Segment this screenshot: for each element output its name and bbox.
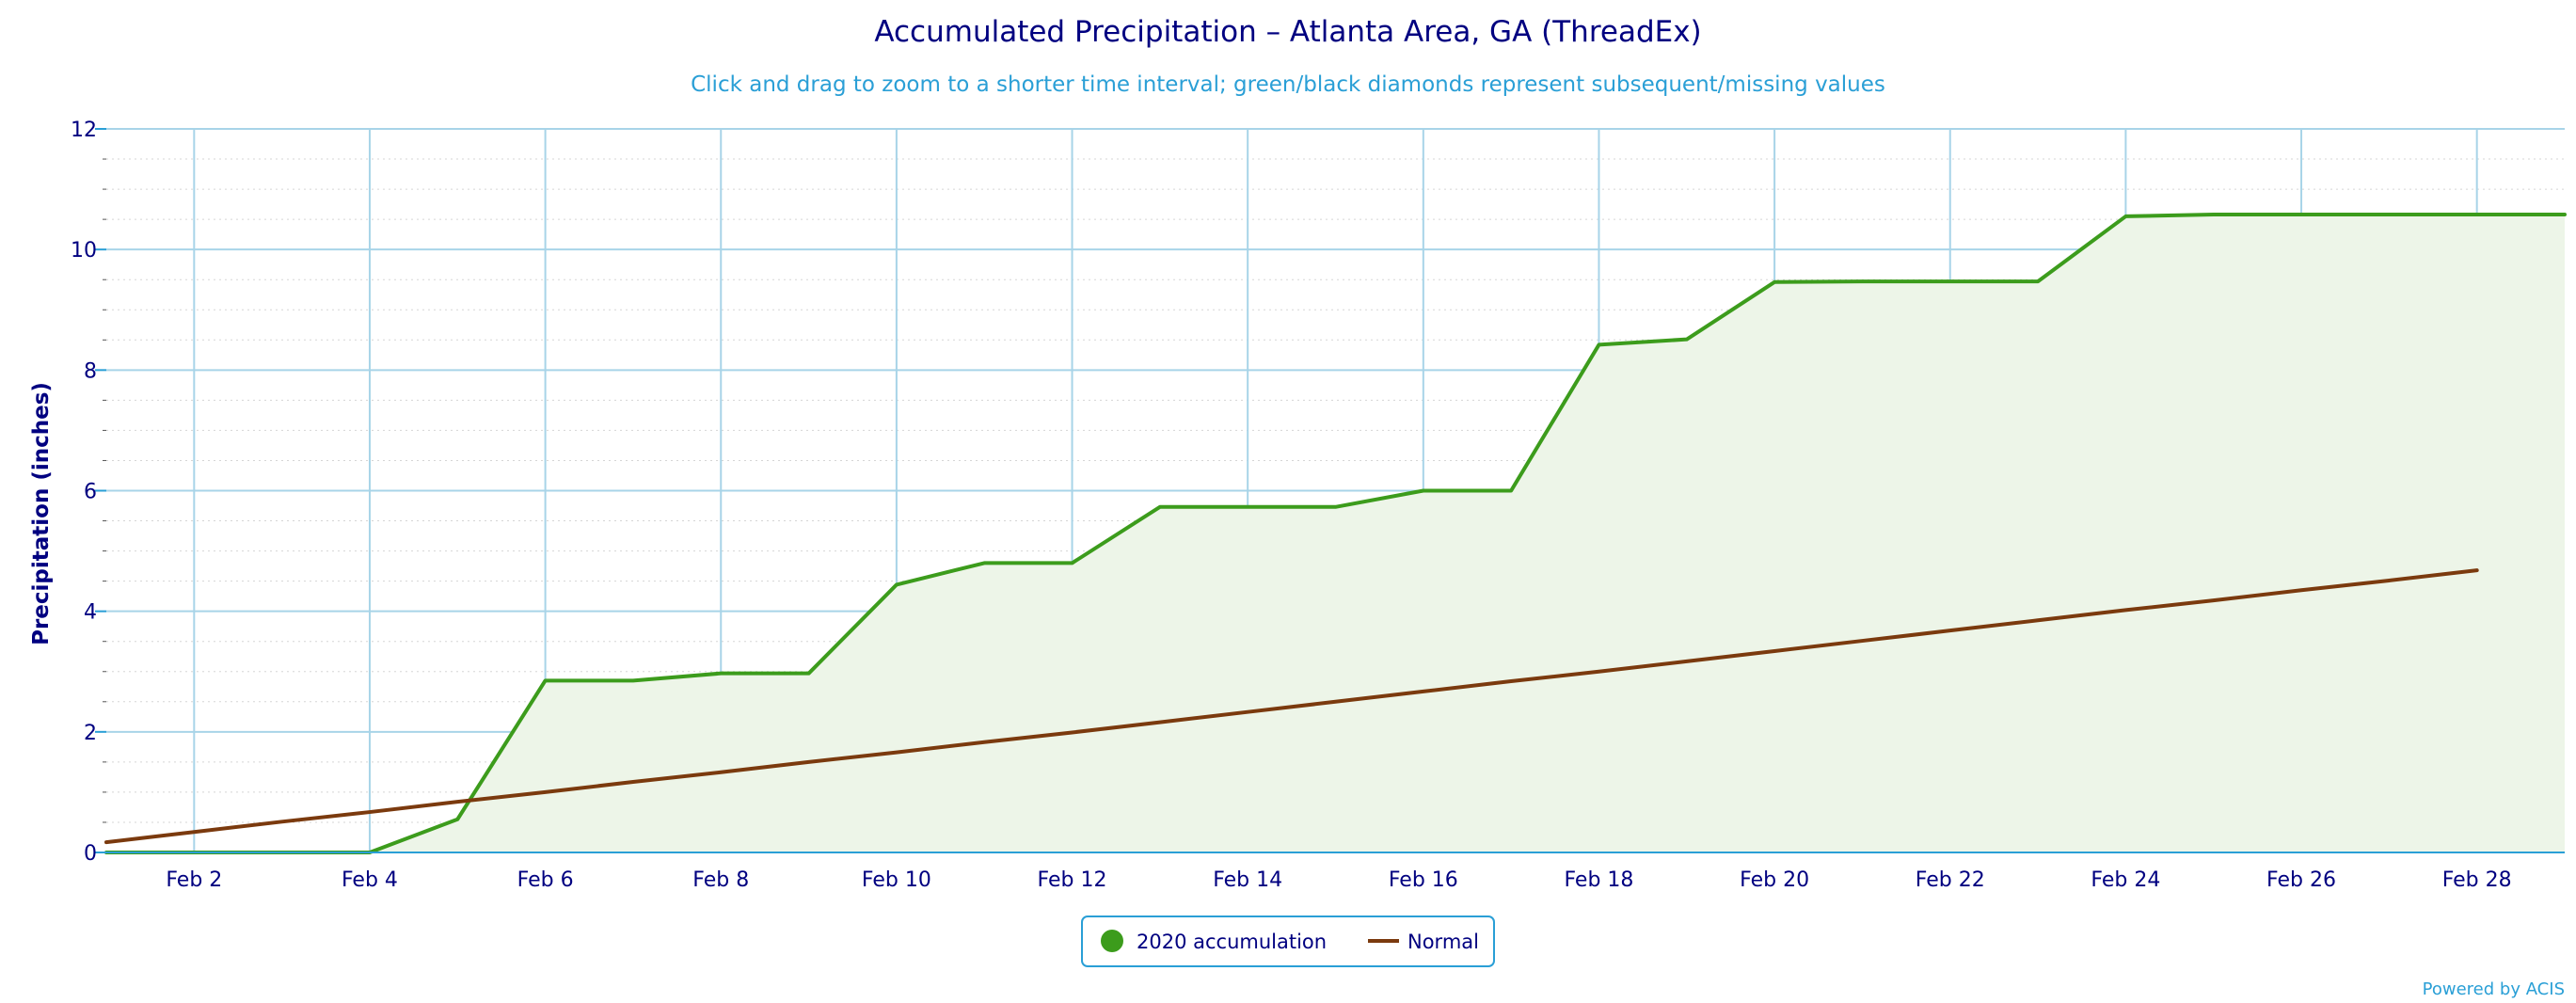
- data-point-2020-accumulation[interactable]: [540, 675, 551, 686]
- data-point-2020-accumulation[interactable]: [628, 675, 639, 686]
- x-tick-label: Feb 22: [1916, 868, 1985, 892]
- x-tick-label: Feb 26: [2266, 868, 2336, 892]
- chart-title: Accumulated Precipitation – Atlanta Area…: [874, 15, 1701, 49]
- data-point-normal[interactable]: [2383, 575, 2394, 586]
- data-point-normal[interactable]: [1681, 656, 1693, 667]
- powered-by-credit[interactable]: Powered by ACIS: [2423, 979, 2565, 999]
- data-point-2020-accumulation[interactable]: [2472, 209, 2483, 220]
- data-point-normal[interactable]: [1242, 707, 1253, 718]
- data-point-2020-accumulation[interactable]: [2296, 209, 2307, 220]
- x-tick-label: Feb 10: [862, 868, 931, 892]
- data-point-normal[interactable]: [978, 737, 990, 748]
- data-point-2020-accumulation[interactable]: [1769, 277, 1780, 288]
- chart-subtitle: Click and drag to zoom to a shorter time…: [691, 72, 1885, 97]
- data-point-2020-accumulation[interactable]: [891, 579, 902, 590]
- data-point-normal[interactable]: [2032, 614, 2043, 626]
- data-point-2020-accumulation[interactable]: [978, 557, 990, 568]
- x-tick-label: Feb 8: [692, 868, 749, 892]
- data-point-2020-accumulation[interactable]: [1330, 502, 1342, 513]
- legend-marker-2020-accumulation: [1101, 930, 1123, 952]
- data-point-normal[interactable]: [1505, 676, 1517, 687]
- x-tick-label: Feb 28: [2442, 868, 2512, 892]
- data-point-2020-accumulation[interactable]: [2208, 209, 2219, 220]
- x-tick-label: Feb 12: [1038, 868, 1107, 892]
- data-point-normal[interactable]: [452, 796, 463, 807]
- series-line-2020-accumulation[interactable]: [104, 212, 2567, 854]
- data-point-normal[interactable]: [891, 747, 902, 758]
- data-point-2020-accumulation[interactable]: [803, 668, 815, 679]
- y-tick-label: 0: [84, 842, 97, 866]
- y-tick-label: 12: [71, 119, 97, 142]
- y-axis-title: Precipitation (inches): [29, 382, 54, 645]
- data-point-2020-accumulation[interactable]: [1067, 557, 1078, 568]
- x-tick-label: Feb 16: [1389, 868, 1458, 892]
- x-tick-label: Feb 14: [1213, 868, 1282, 892]
- data-point-normal[interactable]: [2208, 595, 2219, 606]
- data-point-2020-accumulation[interactable]: [1154, 502, 1166, 513]
- data-point-normal[interactable]: [803, 756, 815, 768]
- data-point-normal[interactable]: [715, 767, 726, 778]
- x-tick-label: Feb 24: [2091, 868, 2160, 892]
- data-point-2020-accumulation[interactable]: [2383, 209, 2394, 220]
- x-tick-label: Feb 4: [342, 868, 398, 892]
- data-point-normal[interactable]: [101, 836, 112, 848]
- data-point-2020-accumulation[interactable]: [2032, 276, 2043, 287]
- x-tick-label: Feb 6: [517, 868, 574, 892]
- data-point-2020-accumulation[interactable]: [1856, 276, 1868, 287]
- area-layer: [106, 214, 2565, 852]
- data-point-2020-accumulation[interactable]: [452, 814, 463, 825]
- legend-item-normal[interactable]: Normal: [1368, 931, 1479, 953]
- axes: 0 2 4 6 8 10 12 Feb 2 Feb 4 Feb 6 Feb 8 Feb 10 Feb 1…: [71, 119, 2565, 892]
- data-point-normal[interactable]: [2296, 584, 2307, 596]
- data-point-2020-accumulation[interactable]: [1593, 339, 1604, 350]
- data-point-2020-accumulation[interactable]: [2120, 211, 2131, 222]
- data-point-normal[interactable]: [1856, 635, 1868, 646]
- data-point-normal[interactable]: [2472, 565, 2483, 576]
- legend-frame: [1081, 915, 1495, 967]
- legend-item-2020-accumulation[interactable]: 2020 accumulation: [1101, 930, 1327, 953]
- legend[interactable]: 2020 accumulation Normal: [1081, 915, 1495, 967]
- y-tick-label: 6: [84, 481, 97, 504]
- data-point-normal[interactable]: [1945, 625, 1956, 636]
- data-point-normal[interactable]: [540, 787, 551, 798]
- legend-label-normal: Normal: [1407, 931, 1479, 953]
- data-point-normal[interactable]: [277, 816, 288, 827]
- data-point-normal[interactable]: [1330, 696, 1342, 708]
- y-tick-label: 2: [84, 722, 97, 745]
- data-point-2020-accumulation[interactable]: [1418, 486, 1429, 497]
- data-point-2020-accumulation[interactable]: [1945, 276, 1956, 287]
- data-point-2020-accumulation[interactable]: [1505, 486, 1517, 497]
- data-point-2020-accumulation[interactable]: [1681, 334, 1693, 345]
- data-point-normal[interactable]: [188, 826, 199, 837]
- data-point-normal[interactable]: [364, 806, 375, 818]
- series-line-normal[interactable]: [104, 568, 2479, 845]
- data-point-normal[interactable]: [1769, 645, 1780, 657]
- x-tick-label: Feb 2: [166, 868, 222, 892]
- data-point-normal[interactable]: [1593, 666, 1604, 677]
- line-layer: [101, 209, 2570, 854]
- data-point-2020-accumulation[interactable]: [715, 668, 726, 679]
- y-tick-label: 4: [84, 601, 97, 625]
- y-tick-label: 10: [71, 239, 97, 263]
- data-point-normal[interactable]: [1418, 686, 1429, 697]
- data-point-normal[interactable]: [1067, 726, 1078, 738]
- y-tick-label: 8: [84, 359, 97, 383]
- data-point-2020-accumulation[interactable]: [1242, 502, 1253, 513]
- x-tick-label: Feb 20: [1740, 868, 1809, 892]
- x-tick-label: Feb 18: [1564, 868, 1633, 892]
- data-point-normal[interactable]: [1154, 717, 1166, 728]
- data-point-2020-accumulation[interactable]: [2559, 209, 2570, 220]
- data-point-normal[interactable]: [628, 776, 639, 788]
- legend-label-2020-accumulation: 2020 accumulation: [1137, 931, 1327, 953]
- series-area-2020-accumulation: [106, 214, 2565, 852]
- data-point-normal[interactable]: [2120, 604, 2131, 615]
